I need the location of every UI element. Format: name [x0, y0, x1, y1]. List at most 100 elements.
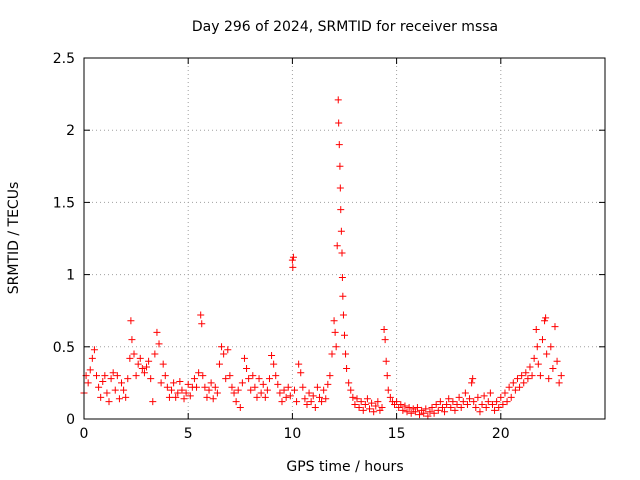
data-point-marker: [261, 393, 269, 401]
data-point-marker: [132, 372, 140, 380]
data-point-marker: [491, 406, 499, 414]
data-point-marker: [115, 395, 123, 403]
data-point-marker: [432, 401, 440, 409]
data-point-marker: [505, 383, 513, 391]
data-point-marker: [541, 317, 549, 325]
data-point-marker: [342, 350, 350, 358]
data-point-marker: [101, 372, 109, 380]
data-point-marker: [105, 398, 113, 406]
data-point-marker: [511, 386, 519, 394]
data-point-marker: [197, 311, 205, 319]
data-point-marker: [159, 360, 167, 368]
data-point-marker: [513, 375, 521, 383]
data-point-marker: [99, 377, 107, 385]
data-point-marker: [503, 398, 511, 406]
data-point-marker: [122, 393, 130, 401]
data-point-marker: [299, 383, 307, 391]
data-point-marker: [401, 402, 409, 410]
data-point-marker: [545, 375, 553, 383]
data-point-marker: [516, 383, 524, 391]
data-point-marker: [84, 379, 92, 387]
data-point-marker: [199, 372, 207, 380]
data-point-marker: [307, 398, 315, 406]
data-point-marker: [113, 372, 121, 380]
data-point-marker: [311, 403, 319, 411]
data-point-marker: [278, 398, 286, 406]
data-point-marker: [349, 393, 357, 401]
data-point-marker: [363, 395, 371, 403]
data-point-marker: [493, 398, 501, 406]
data-point-marker: [336, 162, 344, 170]
data-point-marker: [518, 372, 526, 380]
data-point-marker: [180, 395, 188, 403]
x-tick-label: 0: [80, 426, 89, 442]
data-point-marker: [420, 409, 428, 417]
data-point-marker: [328, 350, 336, 358]
data-point-marker: [372, 402, 380, 410]
data-point-marker: [301, 395, 309, 403]
data-point-marker: [149, 398, 157, 406]
data-point-marker: [441, 408, 449, 416]
data-point-marker: [451, 406, 459, 414]
data-point-marker: [145, 357, 153, 365]
data-point-marker: [436, 398, 444, 406]
data-point-marker: [207, 379, 215, 387]
data-point-marker: [382, 357, 390, 365]
data-point-marker: [224, 346, 232, 354]
data-point-marker: [533, 343, 541, 351]
data-point-marker: [499, 401, 507, 409]
data-point-marker: [520, 379, 528, 387]
data-point-marker: [424, 412, 432, 420]
data-point-marker: [399, 406, 407, 414]
data-point-marker: [335, 141, 343, 149]
data-point-marker: [290, 386, 298, 394]
data-point-marker: [211, 383, 219, 391]
data-point-marker: [478, 401, 486, 409]
data-point-marker: [95, 383, 103, 391]
data-point-marker: [374, 398, 382, 406]
data-point-marker: [247, 386, 255, 394]
data-point-marker: [463, 401, 471, 409]
data-point-marker: [381, 336, 389, 344]
data-point-marker: [333, 242, 341, 250]
x-tick-label: 5: [184, 426, 193, 442]
data-point-marker: [338, 273, 346, 281]
data-point-marker: [497, 393, 505, 401]
data-point-marker: [551, 323, 559, 331]
data-point-marker: [163, 383, 171, 391]
data-point-marker: [318, 398, 326, 406]
data-point-marker: [274, 380, 282, 388]
data-point-marker: [532, 325, 540, 333]
y-tick-label: 2: [66, 123, 75, 139]
data-point-marker: [268, 351, 276, 359]
data-point-marker: [445, 395, 453, 403]
data-point-marker: [309, 392, 317, 400]
data-point-marker: [297, 369, 305, 377]
data-point-marker: [411, 408, 419, 416]
data-point-marker: [127, 317, 135, 325]
data-point-marker: [263, 386, 271, 394]
data-point-marker: [522, 369, 530, 377]
data-point-marker: [126, 354, 134, 362]
data-point-marker: [507, 393, 515, 401]
data-point-marker: [457, 403, 465, 411]
data-point-marker: [403, 408, 411, 416]
data-point-marker: [443, 401, 451, 409]
data-point-marker: [118, 379, 126, 387]
data-point-marker: [165, 393, 173, 401]
data-point-marker: [184, 380, 192, 388]
data-point-marker: [222, 375, 230, 383]
data-point-marker: [337, 206, 345, 214]
data-point-marker: [422, 405, 430, 413]
data-point-marker: [259, 380, 267, 388]
data-point-marker: [397, 401, 405, 409]
data-point-marker: [220, 350, 228, 358]
data-point-marker: [339, 292, 347, 300]
data-point-marker: [370, 408, 378, 416]
data-point-marker: [430, 409, 438, 417]
x-tick-label: 20: [492, 426, 510, 442]
data-point-marker: [253, 393, 261, 401]
data-point-marker: [447, 403, 455, 411]
data-point-marker: [90, 346, 98, 354]
data-point-marker: [536, 372, 544, 380]
